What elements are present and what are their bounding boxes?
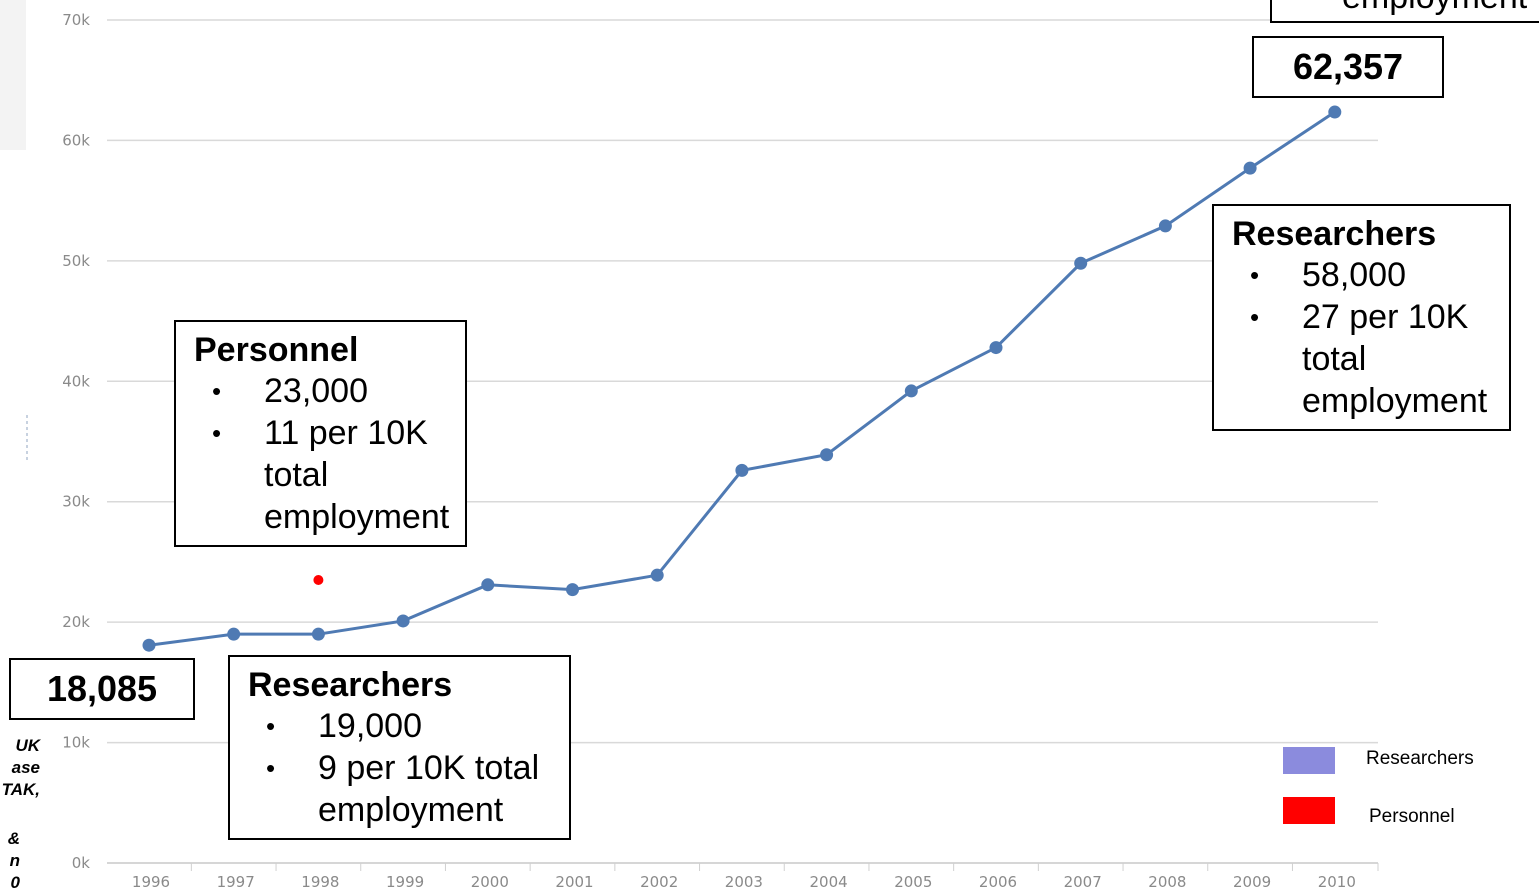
side-note-fragment: UK ase TAK, (0, 735, 40, 801)
x-tick-label: 2007 (1064, 873, 1102, 891)
y-axis-ticks: 0k 10k 20k 30k 40k 50k 60k 70k (62, 11, 90, 872)
annotation-bullet: 11 per 10K total employment (264, 412, 454, 538)
data-point-researchers (735, 464, 748, 477)
data-point-researchers (1074, 257, 1087, 270)
side-note-line: UK (0, 735, 40, 757)
data-point-researchers (1328, 106, 1341, 119)
annotation-personnel-1998: Personnel 23,000 11 per 10K total employ… (174, 320, 467, 547)
data-point-personnel (313, 575, 323, 585)
cut-annotation-text: employment (1342, 0, 1527, 14)
legend-swatch-researchers (1283, 747, 1335, 774)
data-point-researchers (143, 639, 156, 652)
annotation-title: Personnel (194, 330, 465, 370)
y-tick-label: 20k (62, 613, 90, 631)
side-note-line: n (0, 850, 20, 872)
y-tick-label: 10k (62, 734, 90, 752)
data-point-researchers (905, 384, 918, 397)
cut-annotation-box: employment (1270, 0, 1539, 23)
data-point-researchers (312, 628, 325, 641)
y-tick-label: 0k (72, 854, 91, 872)
x-tick-label: 1996 (132, 873, 170, 891)
annotation-bullet: 23,000 (264, 370, 465, 412)
side-note-line: TAK, (0, 779, 40, 801)
x-tick-label: 2005 (894, 873, 932, 891)
left-panel-edge (0, 0, 26, 150)
x-tick-label: 2001 (555, 873, 593, 891)
x-tick-label: 1997 (217, 873, 255, 891)
start-value-label: 18,085 (9, 658, 195, 720)
annotation-bullet: 9 per 10K total employment (318, 747, 568, 831)
x-tick-label: 2006 (979, 873, 1017, 891)
side-note-fragment: & n 0 (0, 828, 20, 894)
legend-label-personnel: Personnel (1369, 806, 1455, 828)
annotation-title: Researchers (248, 665, 569, 705)
data-point-researchers (397, 614, 410, 627)
y-tick-label: 60k (62, 131, 90, 149)
annotation-researchers-1998: Researchers 19,000 9 per 10K total emplo… (228, 655, 571, 840)
x-tick-label: 2009 (1233, 873, 1271, 891)
x-tick-label: 1999 (386, 873, 424, 891)
side-note-line: ase (0, 757, 40, 779)
data-point-researchers (481, 578, 494, 591)
data-point-researchers (227, 628, 240, 641)
legend-label-researchers: Researchers (1366, 748, 1474, 770)
side-note-line: & (0, 828, 20, 850)
y-tick-label: 30k (62, 493, 90, 511)
x-tick-label: 2010 (1318, 873, 1356, 891)
annotation-bullet: 27 per 10K total employment (1302, 296, 1502, 422)
x-tick-label: 2004 (810, 873, 848, 891)
legend-swatch-personnel (1283, 797, 1335, 824)
x-tick-label: 2002 (640, 873, 678, 891)
y-tick-label: 50k (62, 252, 90, 270)
data-point-researchers (820, 448, 833, 461)
annotation-researchers-2010: Researchers 58,000 27 per 10K total empl… (1212, 204, 1511, 431)
annotation-bullet: 19,000 (318, 705, 569, 747)
annotation-title: Researchers (1232, 214, 1509, 254)
x-tick-label: 2003 (725, 873, 763, 891)
y-tick-label: 40k (62, 372, 90, 390)
data-point-researchers (651, 569, 664, 582)
annotation-bullet: 58,000 (1302, 254, 1509, 296)
end-value-label: 62,357 (1252, 36, 1444, 98)
x-axis-ticks: 1996 1997 1998 1999 2000 2001 2002 2003 2004 2005… (132, 863, 1378, 891)
x-tick-label: 2000 (471, 873, 509, 891)
data-point-researchers (990, 341, 1003, 354)
data-point-researchers (1159, 219, 1172, 232)
x-tick-label: 2008 (1148, 873, 1186, 891)
data-point-researchers (1244, 162, 1257, 175)
y-tick-label: 70k (62, 11, 90, 29)
data-point-researchers (566, 583, 579, 596)
x-tick-label: 1998 (301, 873, 339, 891)
